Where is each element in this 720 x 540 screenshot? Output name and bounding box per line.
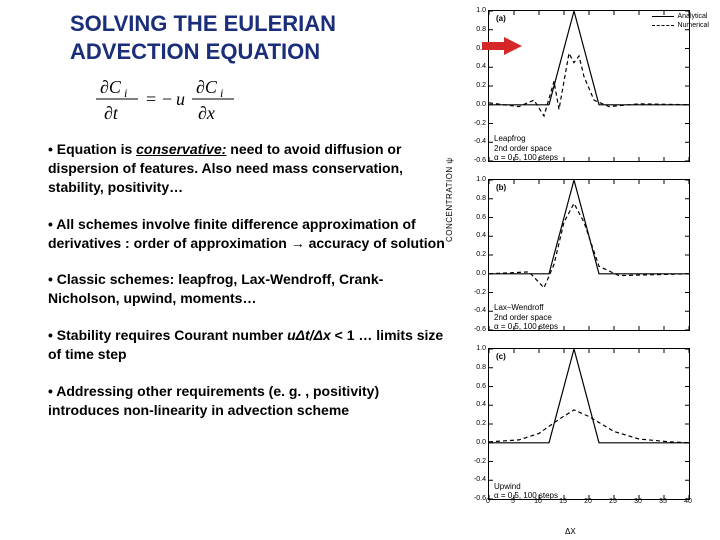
x-ticks: 0510152025303540 [488, 491, 688, 511]
bullet-list: • Equation is conservative: need to avoi… [48, 140, 448, 438]
page-title: SOLVING THE EULERIAN ADVECTION EQUATION [70, 10, 450, 65]
svg-text:∂C: ∂C [196, 77, 218, 97]
charts-column: CONCENTRATION ψ 1.00.80.60.40.20.0-0.2-0… [455, 2, 720, 540]
title-line-1: SOLVING THE EULERIAN [70, 11, 336, 36]
panel-label: (a) [496, 14, 506, 23]
bullet-4: • Stability requires Courant number uΔt/… [48, 326, 448, 364]
bullet-1: • Equation is conservative: need to avoi… [48, 140, 448, 197]
plot-area [488, 348, 690, 500]
y-ticks: 1.00.80.60.40.20.0-0.2-0.4-0.6 [470, 6, 486, 164]
chart-panel-b: 1.00.80.60.40.20.0-0.2-0.4-0.6 (b) Lax–Wen… [470, 175, 715, 340]
x-axis-label: ΔX [565, 527, 576, 536]
panel-label: (c) [496, 352, 506, 361]
bullet-3: • Classic schemes: leapfrog, Lax-Wendrof… [48, 270, 448, 308]
chart-legend: AnalyticalNumerical [652, 12, 709, 30]
svg-text:∂t: ∂t [104, 103, 119, 123]
svg-text:=: = [146, 89, 156, 109]
arrow-icon [480, 35, 524, 62]
svg-text:u: u [176, 89, 185, 109]
svg-text:∂x: ∂x [198, 103, 215, 123]
y-ticks: 1.00.80.60.40.20.0-0.2-0.4-0.6 [470, 344, 486, 502]
chart-panel-a: 1.00.80.60.40.20.0-0.2-0.4-0.6 Analytical… [470, 6, 715, 171]
panel-caption: Lax–Wendroff2nd order spaceα = 0.5, 100 … [494, 303, 558, 332]
bullet-2: • All schemes involve finite difference … [48, 215, 448, 253]
panel-label: (b) [496, 183, 506, 192]
y-ticks: 1.00.80.60.40.20.0-0.2-0.4-0.6 [470, 175, 486, 333]
title-line-2: ADVECTION EQUATION [70, 39, 320, 64]
svg-text:−: − [162, 89, 172, 109]
y-axis-label: CONCENTRATION ψ [445, 157, 454, 242]
svg-text:i: i [124, 86, 127, 100]
advection-equation: ∂Ci ∂t = − u ∂Ci ∂x [90, 73, 450, 130]
svg-text:∂C: ∂C [100, 77, 122, 97]
panel-caption: Leapfrog2nd order spaceα = 0.5, 100 step… [494, 134, 558, 163]
bullet-5: • Addressing other requirements (e. g. ,… [48, 382, 448, 420]
svg-text:i: i [220, 86, 223, 100]
chart-panel-c: 1.00.80.60.40.20.0-0.2-0.4-0.6(c)Upwindα… [470, 344, 715, 509]
